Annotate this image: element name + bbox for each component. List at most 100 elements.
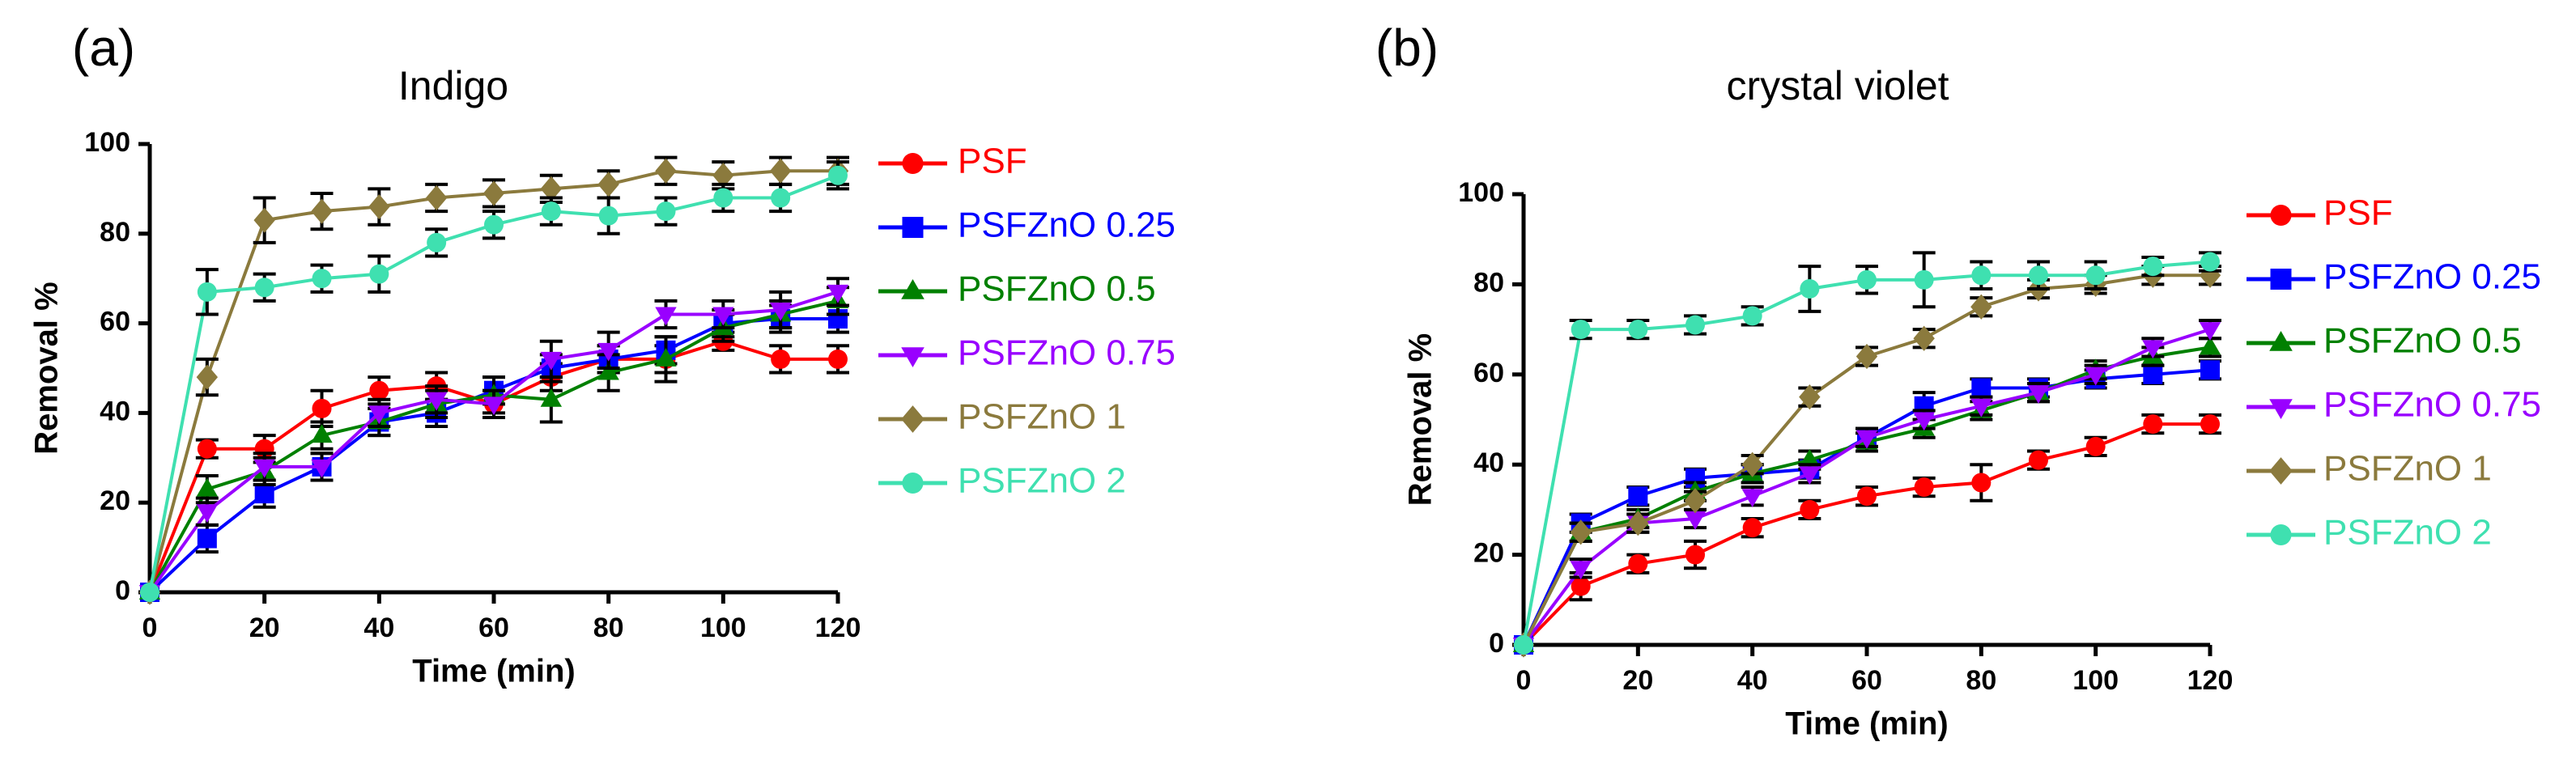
chart-panel-a: (a) Indigo 0 20 40 60 80 100 0 20 40 60 80 100 120 Time… [29,19,1175,689]
data-point [771,350,790,369]
data-point [1915,270,1934,290]
data-point [369,265,389,284]
data-point [542,201,561,221]
panel-label: (b) [1375,19,1439,77]
y-tick-label: 20 [100,485,130,516]
series-line [1524,262,2210,645]
data-point [1685,316,1705,335]
data-point [253,208,274,233]
x-tick-label: 120 [2187,665,2234,696]
legend-label: PSFZnO 0.5 [958,269,1156,309]
legend-entry: PSFZnO 0.25 [2247,257,2541,297]
data-point [2086,265,2106,285]
data-point [1857,486,1877,506]
legend-marker [901,279,925,299]
series-line [1524,424,2210,645]
data-point [1971,379,1991,398]
legend-label: PSF [2323,193,2393,233]
legend-marker [2271,524,2292,545]
legend-entry: PSFZnO 0.75 [2247,385,2541,425]
data-point [2029,265,2048,285]
x-tick-label: 80 [1966,665,1996,696]
data-point [828,350,848,369]
y-tick-label: 100 [1458,177,1504,208]
y-tick-label: 0 [1489,628,1504,659]
chart-panel-b: (b) crystal violet 0 20 40 60 80 100 0 20 40 60 80 10… [1375,19,2541,742]
series-psfzno-0-25 [140,305,849,602]
data-point [655,307,676,326]
data-point [2143,414,2162,434]
x-tick-label: 60 [478,613,509,643]
legend-label: PSFZnO 1 [2323,449,2492,489]
legend-entry: PSFZnO 2 [878,461,1126,501]
data-point [369,381,389,401]
chart-title: Indigo [398,63,508,108]
x-tick-label: 100 [700,613,746,643]
x-axis-label: Time (min) [1785,706,1949,742]
legend-label: PSFZnO 2 [2323,513,2492,553]
data-point [484,215,504,235]
figure-canvas: (a)Indigo0204060801000 20 40 60 80 100 120Time… [0,0,2576,780]
data-point [1800,279,1819,299]
legend-entry: PSF [2247,193,2393,233]
data-point [2200,360,2220,379]
y-tick-label: 40 [1473,447,1504,478]
x-tick-label: 120 [815,613,861,643]
data-point [1915,477,1934,497]
data-point [483,180,504,206]
y-tick-label: 100 [84,127,130,158]
data-point [368,194,389,219]
legend-marker [901,405,925,433]
data-point [2200,252,2220,272]
legend-label: PSFZnO 2 [958,461,1126,501]
legend-marker [2269,457,2293,485]
y-axis-label: Removal % [29,282,65,454]
chart-title: crystal violet [1726,63,1949,108]
data-point [1571,320,1591,339]
series-psfzno-2 [1514,252,2221,655]
legend-entry: PSFZnO 0.25 [878,206,1175,245]
x-tick-label: 100 [2072,665,2119,696]
series-psfzno-0-5 [139,287,849,600]
x-tick-label: 0 [1516,665,1532,696]
x-tick-label: 0 [142,613,158,643]
data-point [427,233,446,252]
legend-marker [2269,331,2293,351]
data-point [1514,635,1533,655]
legend-entry: PSFZnO 1 [2247,449,2492,489]
data-point [771,188,790,207]
y-tick-label: 0 [115,575,130,606]
y-tick-label: 80 [1473,267,1504,298]
panel-label: (a) [72,19,135,77]
x-tick-label: 80 [593,613,624,643]
data-point [1743,306,1762,325]
data-point [1743,518,1762,537]
data-point [597,172,618,197]
series-psf [140,332,849,602]
x-tick-label: 20 [1622,665,1653,696]
legend-entry: PSFZnO 0.5 [2247,321,2522,361]
legend-label: PSF [958,142,1027,181]
legend-marker [2271,269,2292,290]
data-point [312,269,332,288]
data-point [1628,320,1647,339]
y-axis-label: Removal % [1403,333,1439,506]
data-point [1971,473,1991,492]
data-point [1857,270,1877,290]
legend-entry: PSFZnO 2 [2247,513,2492,553]
series-line [1524,370,2210,645]
data-point [713,188,733,207]
series-line [150,319,838,592]
data-point [255,278,274,297]
data-point [255,484,274,503]
data-point [198,282,217,302]
data-point [655,159,676,184]
legend-marker [2269,399,2293,419]
data-point [2200,414,2220,434]
legend-label: PSFZnO 0.5 [2323,321,2522,361]
y-tick-label: 80 [100,217,130,248]
data-point [198,529,217,549]
data-point [312,399,332,418]
legend-label: PSFZnO 0.25 [2323,257,2541,297]
data-point [599,206,618,226]
